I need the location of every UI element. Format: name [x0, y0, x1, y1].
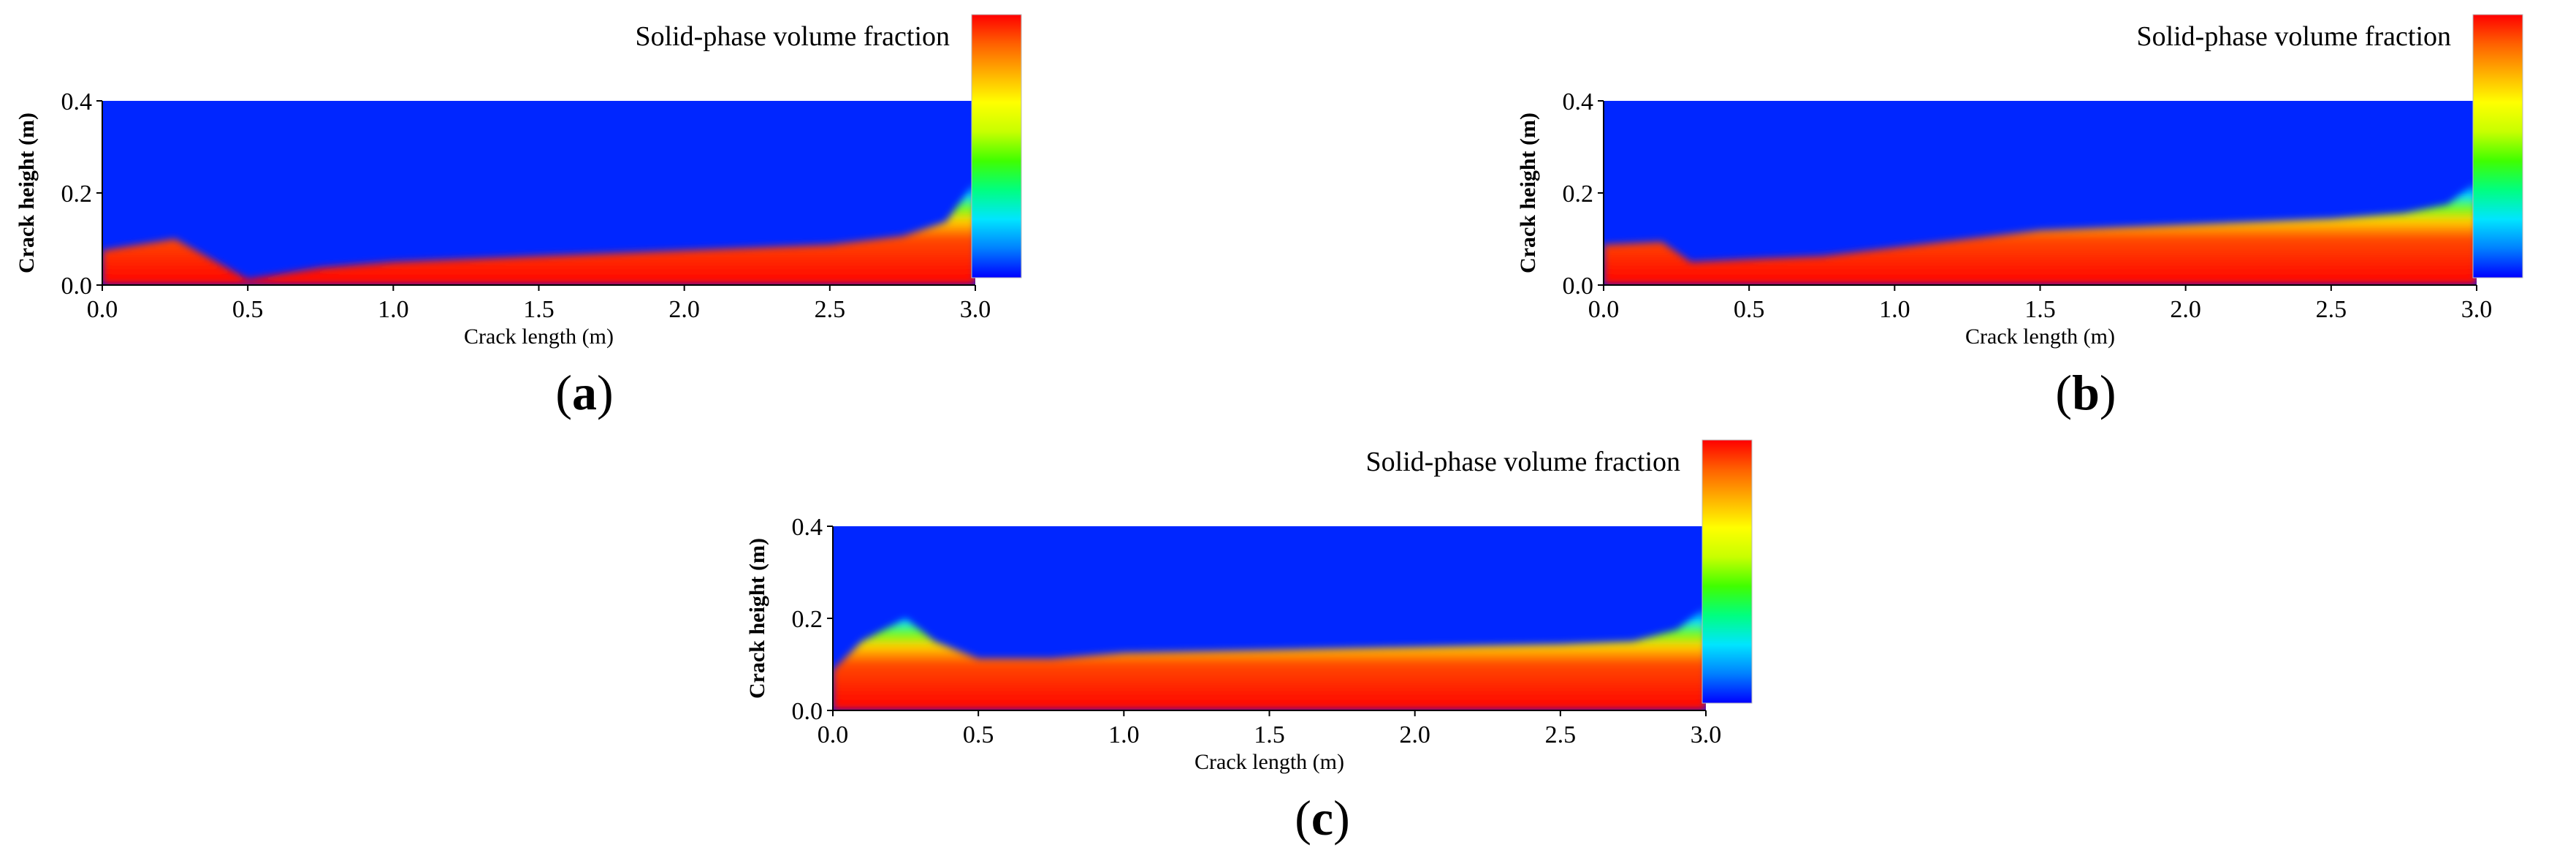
colorbar: [971, 14, 1022, 278]
y-tick-label: 0.0: [792, 698, 823, 725]
y-axis-label: Crack height (m): [1516, 113, 1540, 273]
y-tick-label: 0.0: [61, 273, 93, 300]
x-tick-label: 2.5: [1545, 721, 1577, 748]
deposit-layer: [102, 181, 975, 285]
panel-c: 0.0 0.5 1.0 1.5 2.0 2.5 3.0 0.0 0.2 0.4 Crack leng…: [731, 425, 1797, 780]
x-tick-label: 1.0: [378, 296, 409, 323]
x-tick-label: 2.0: [1399, 721, 1430, 748]
x-tick-label: 0.5: [963, 721, 994, 748]
panel-label-c: (c): [1295, 790, 1350, 846]
y-tick-label: 0.0: [1563, 273, 1594, 300]
y-tick-label: 0.4: [1563, 88, 1594, 115]
x-tick-label: 3.0: [960, 296, 991, 323]
x-tick-label: 0.0: [818, 721, 849, 748]
x-tick-label: 3.0: [2461, 296, 2493, 323]
y-axis-label: Crack height (m): [745, 538, 769, 699]
chart-title: Solid-phase volume fraction: [1365, 447, 1680, 477]
x-tick-label: 0.0: [1588, 296, 1620, 323]
panel-a: 0.0 0.5 1.0 1.5 2.0 2.5 3.0 0.0 0.2 0.4 Crack leng…: [0, 0, 1067, 354]
x-axis-label: Crack length (m): [464, 325, 614, 349]
chart-title: Solid-phase volume fraction: [635, 21, 950, 52]
x-tick-label: 0.0: [87, 296, 118, 323]
x-tick-label: 3.0: [1691, 721, 1722, 748]
chart-b: 0.0 0.5 1.0 1.5 2.0 2.5 3.0 0.0 0.2 0.4 Crack leng…: [1516, 14, 2568, 349]
y-axis-label: Crack height (m): [15, 113, 39, 273]
x-tick-label: 1.0: [1879, 296, 1910, 323]
x-tick-label: 2.5: [815, 296, 846, 323]
colorbar: [1702, 439, 1753, 704]
deposit-layer: [833, 607, 1706, 710]
x-tick-label: 1.5: [523, 296, 555, 323]
x-axis-label: Crack length (m): [1965, 325, 2115, 349]
x-tick-label: 2.0: [668, 296, 700, 323]
y-tick-label: 0.2: [61, 181, 93, 208]
x-tick-label: 1.5: [1254, 721, 1285, 748]
x-tick-label: 1.0: [1108, 721, 1140, 748]
panel-label-a: (a): [555, 365, 614, 420]
y-tick-label: 0.4: [792, 514, 823, 541]
colorbar: [2472, 14, 2523, 278]
chart-title: Solid-phase volume fraction: [2136, 21, 2451, 52]
panel-b: 0.0 0.5 1.0 1.5 2.0 2.5 3.0 0.0 0.2 0.4 Crack leng…: [1501, 0, 2568, 354]
x-tick-label: 1.5: [2024, 296, 2056, 323]
x-tick-label: 2.5: [2316, 296, 2347, 323]
x-tick-label: 0.5: [232, 296, 264, 323]
deposit-layer: [1604, 181, 2477, 285]
y-tick-label: 0.2: [1563, 181, 1594, 208]
x-tick-label: 2.0: [2170, 296, 2201, 323]
y-tick-label: 0.4: [61, 88, 93, 115]
y-tick-label: 0.2: [792, 606, 823, 633]
chart-a: 0.0 0.5 1.0 1.5 2.0 2.5 3.0 0.0 0.2 0.4 Crack leng…: [15, 14, 1067, 349]
chart-c: 0.0 0.5 1.0 1.5 2.0 2.5 3.0 0.0 0.2 0.4 Crack leng…: [745, 439, 1797, 774]
panel-label-b: (b): [2055, 365, 2116, 420]
x-axis-label: Crack length (m): [1194, 750, 1344, 774]
x-tick-label: 0.5: [1734, 296, 1765, 323]
